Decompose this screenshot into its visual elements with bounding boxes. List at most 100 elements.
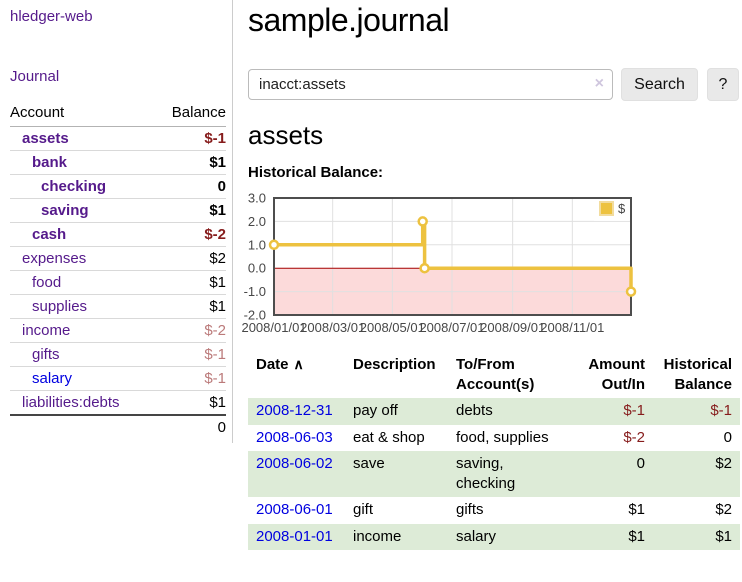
search-button[interactable]: Search	[621, 68, 698, 101]
account-name-cell: checking	[10, 175, 154, 199]
register-row: 2008-12-31 pay off debts $-1 $-1	[248, 398, 740, 425]
transaction-accounts-cell: gifts	[456, 501, 484, 518]
main-panel: sample.journal × Search ? assets Histori…	[241, 0, 740, 550]
register-header-amount: Amount Out/In	[588, 356, 645, 393]
svg-text:2008/03/01: 2008/03/01	[300, 320, 365, 335]
transaction-balance-cell: $2	[715, 501, 732, 518]
account-name-cell: income	[10, 319, 154, 343]
sidebar-account-cash[interactable]: cash	[32, 226, 67, 243]
account-name-cell: cash	[10, 223, 154, 247]
account-name-cell: assets	[10, 127, 154, 151]
register-header-row: Date ∧ Description To/From Account(s) Amo…	[248, 353, 740, 398]
sidebar-account-gifts[interactable]: gifts	[32, 346, 60, 363]
chart-title: Historical Balance:	[248, 164, 384, 181]
accounts-total-value: 0	[154, 414, 226, 440]
register-row: 2008-06-03 eat & shop food, supplies $-2 0	[248, 425, 740, 452]
account-balance: $-2	[204, 226, 226, 243]
account-row: bank $1	[10, 150, 226, 175]
register-header-date[interactable]: Date ∧	[248, 353, 345, 398]
transaction-accounts-cell: food, supplies	[456, 428, 549, 446]
account-row: checking 0	[10, 174, 226, 199]
sidebar-account-checking[interactable]: checking	[41, 178, 107, 195]
account-row: supplies $1	[10, 294, 226, 319]
svg-text:-2.0: -2.0	[244, 308, 266, 323]
transaction-balance-cell: $2	[715, 455, 732, 472]
account-row: assets $-1	[10, 127, 226, 151]
svg-text:2.0: 2.0	[248, 214, 266, 229]
svg-text:1.0: 1.0	[248, 237, 266, 252]
clear-search-icon[interactable]: ×	[594, 75, 604, 92]
search-input[interactable]	[248, 69, 613, 100]
transaction-amount-cell: $1	[628, 527, 645, 545]
sidebar-account-bank[interactable]: bank	[32, 154, 68, 171]
transaction-date-link[interactable]: 2008-06-02	[256, 455, 333, 472]
sidebar-account-saving[interactable]: saving	[41, 202, 89, 219]
transaction-date-link[interactable]: 2008-01-01	[256, 527, 333, 545]
transaction-date-cell: 2008-01-01	[248, 524, 345, 551]
account-row: salary $-1	[10, 366, 226, 391]
register-table: Date ∧ Description To/From Account(s) Amo…	[248, 353, 740, 550]
svg-text:2008/05/01: 2008/05/01	[360, 320, 425, 335]
account-balance: $1	[209, 274, 226, 291]
account-row: liabilities:debts $1	[10, 390, 226, 416]
historical-balance-chart: $3.0 2.0 1.0 0.0 -1.0 -2.0 2008/01/01 2008/03/0…	[241, 188, 740, 336]
sidebar-account-liabilities-debts[interactable]: liabilities:debts	[22, 394, 120, 411]
sidebar-item-journal[interactable]: Journal	[10, 68, 60, 85]
account-balance: $-1	[204, 130, 226, 147]
account-name-cell: food	[10, 271, 154, 295]
account-balance: $1	[209, 154, 226, 171]
account-name-cell: supplies	[10, 295, 154, 319]
transaction-date-link[interactable]: 2008-06-01	[256, 501, 333, 518]
transaction-date-cell: 2008-12-31	[248, 398, 345, 425]
page-title: sample.journal	[248, 2, 450, 38]
transaction-accounts-cell: salary	[456, 527, 497, 545]
account-name-cell: liabilities:debts	[10, 391, 154, 416]
sidebar-account-food[interactable]: food	[32, 274, 62, 291]
register-header-balance: Historical Balance	[663, 356, 732, 393]
account-balance: $1	[209, 202, 226, 219]
account-row: food $1	[10, 270, 226, 295]
register-row: 2008-01-01 income salary $1 $1	[248, 523, 740, 551]
accounts-header-balance: Balance	[171, 104, 226, 121]
account-balance: $2	[209, 250, 226, 267]
account-balance: $1	[209, 298, 226, 315]
transaction-description-cell: eat & shop	[353, 428, 425, 446]
transaction-date-cell: 2008-06-01	[248, 497, 345, 524]
account-row: gifts $-1	[10, 342, 226, 367]
account-balance: $1	[209, 394, 226, 411]
register-header-date-label: Date	[256, 356, 289, 373]
transaction-description-cell: pay off	[353, 402, 398, 419]
register-header-accounts: To/From Account(s)	[456, 356, 535, 393]
sort-ascending-icon: ∧	[293, 356, 304, 372]
transaction-description-cell: save	[353, 455, 385, 472]
transaction-accounts-cell: saving, checking	[456, 455, 516, 492]
svg-text:$: $	[618, 201, 626, 216]
account-name-cell: salary	[10, 367, 154, 391]
search-input-wrap: ×	[248, 69, 613, 100]
sidebar-account-expenses[interactable]: expenses	[22, 250, 87, 267]
register-header-description: Description	[353, 356, 436, 373]
transaction-date-link[interactable]: 2008-12-31	[256, 402, 333, 419]
account-row: cash $-2	[10, 222, 226, 247]
svg-text:2008/01/01: 2008/01/01	[241, 320, 306, 335]
transaction-date-link[interactable]: 2008-06-03	[256, 428, 333, 446]
sidebar-account-supplies[interactable]: supplies	[32, 298, 88, 315]
account-balance: $-1	[204, 370, 226, 387]
help-button[interactable]: ?	[707, 68, 739, 101]
account-row: saving $1	[10, 198, 226, 223]
transaction-accounts-cell: debts	[456, 402, 493, 419]
app-title-link[interactable]: hledger-web	[10, 8, 93, 25]
sidebar-account-assets[interactable]: assets	[22, 130, 69, 147]
sidebar-account-salary[interactable]: salary	[32, 370, 73, 387]
svg-text:2008/09/01: 2008/09/01	[480, 320, 545, 335]
register-row: 2008-06-02 save saving, checking 0 $2	[248, 451, 740, 497]
sidebar-account-income[interactable]: income	[22, 322, 71, 339]
sidebar-divider	[232, 0, 233, 443]
sidebar: hledger-web Journal Account Balance asse…	[0, 0, 232, 440]
transaction-amount-cell: $-1	[623, 402, 645, 419]
chart-canvas: $3.0 2.0 1.0 0.0 -1.0 -2.02008/01/012008/03/0…	[241, 191, 637, 335]
transaction-description-cell: gift	[353, 501, 374, 518]
transaction-date-cell: 2008-06-03	[248, 425, 345, 452]
transaction-balance-cell: $-1	[710, 402, 732, 419]
account-name-cell: saving	[10, 199, 154, 223]
